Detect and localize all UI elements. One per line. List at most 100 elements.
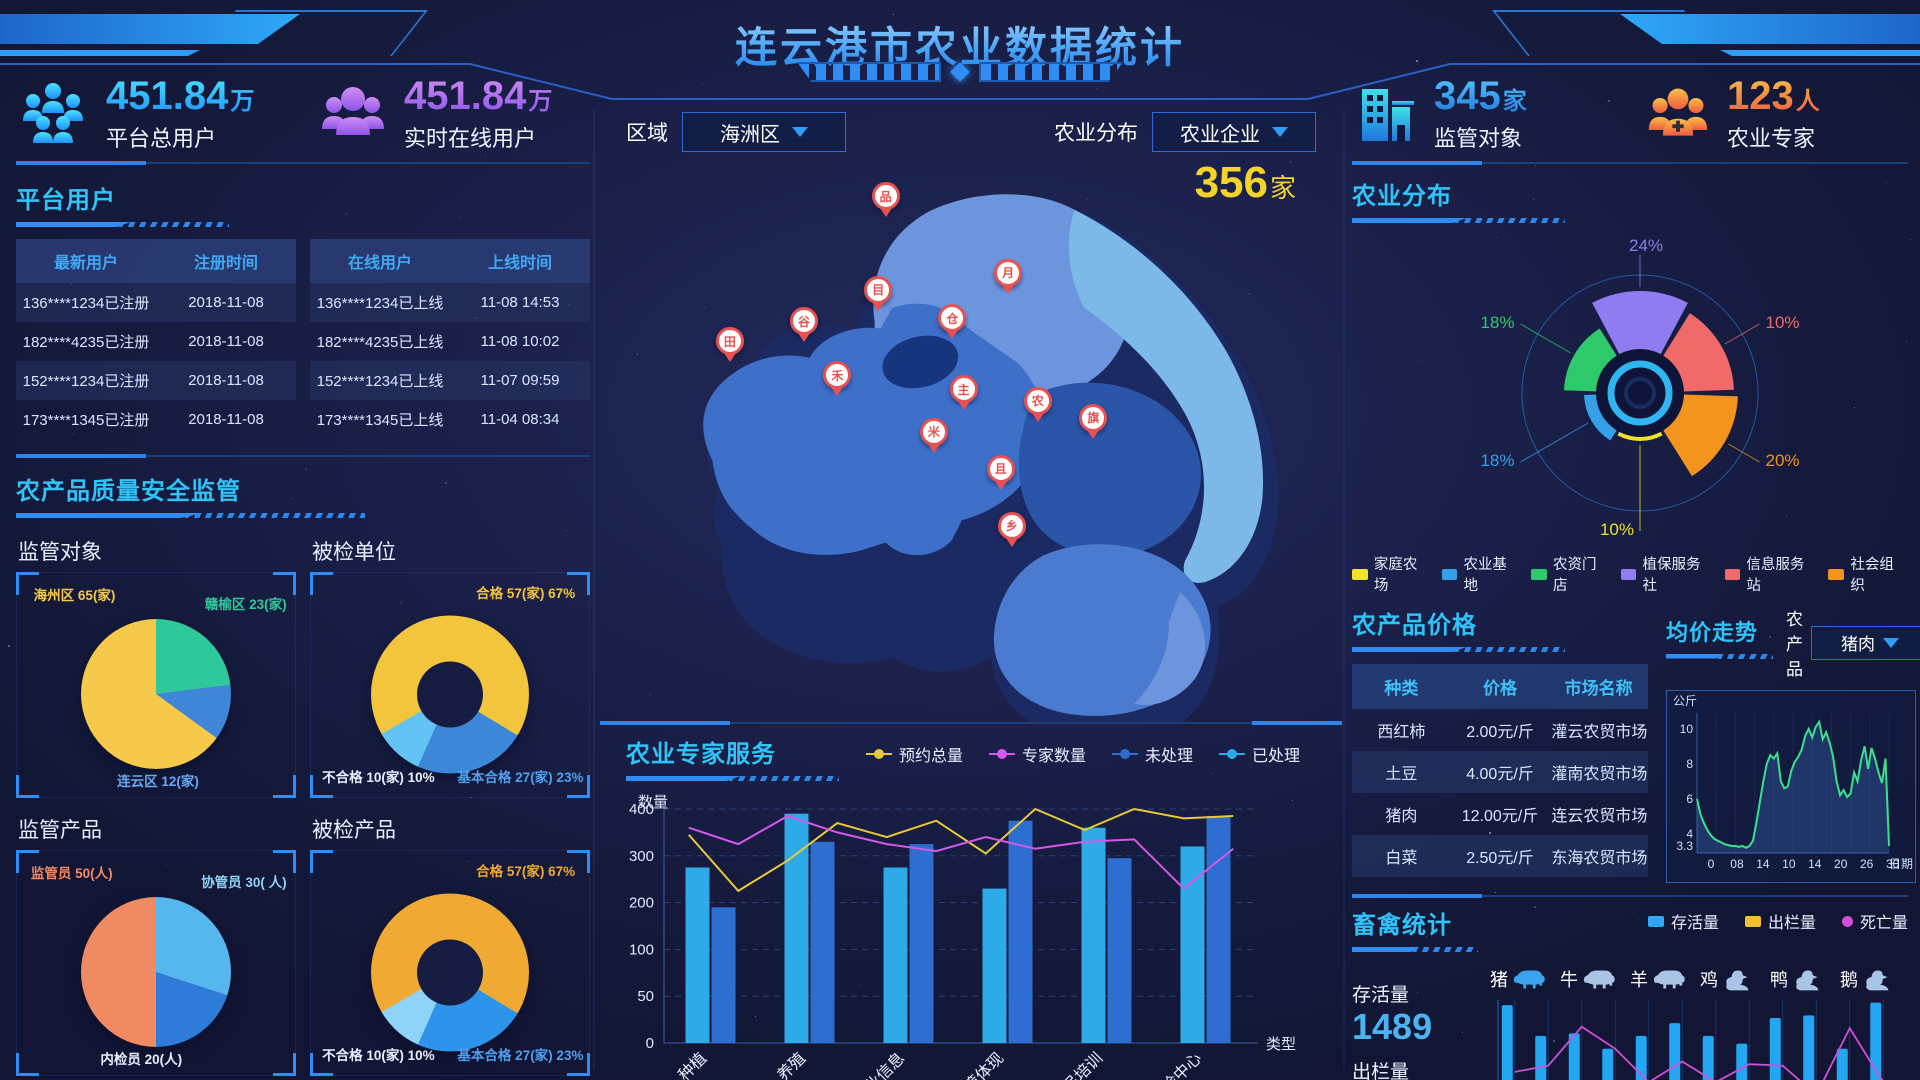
corner-bracket [273,1053,296,1076]
svg-text:农民培训: 农民培训 [1048,1049,1106,1080]
legend-item[interactable]: 出栏量 [1745,909,1816,933]
table-cell: 136****1234已上线 [310,283,450,322]
table-cell: 东海农贸市场 [1549,835,1648,877]
corner-bracket [310,572,333,595]
map-pin[interactable]: 目 [863,276,893,316]
chart-name: 被检单位 [312,536,590,566]
legend-item[interactable]: 已处理 [1219,742,1300,766]
user-tables: 最新用户 注册时间 136****1234已注册 2018-11-08 182****4… [16,239,590,439]
slice-label: 监管员 50(人) [31,862,113,882]
svg-text:18%: 18% [1480,451,1514,470]
section-underline [1666,652,1776,661]
animal-item-牛[interactable]: 牛 [1560,966,1616,992]
map-pin[interactable]: 主 [949,375,979,415]
map-pin[interactable]: 谷 [789,307,819,347]
legend-item[interactable]: 社会组织 [1828,553,1908,595]
svg-text:18%: 18% [1480,313,1514,332]
legend-label: 专家数量 [1022,742,1086,766]
corner-bracket [273,572,296,595]
legend-item[interactable]: 农业基地 [1442,553,1522,595]
donut-hole [417,661,483,727]
svg-text:日期: 日期 [1889,857,1913,871]
legend-item[interactable]: 死亡量 [1842,909,1908,933]
map-pin[interactable]: 乡 [997,512,1027,552]
map-pin[interactable]: 仓 [937,304,967,344]
legend-item[interactable]: 预约总量 [866,742,963,766]
svg-text:政策体现: 政策体现 [949,1049,1007,1080]
column-header: 上线时间 [450,239,590,283]
trend-section: 均价走势 农产品 猪肉 公斤 10 8 6 4 3.3 0 08 14 10 14 20 26 30 日期 [1666,605,1916,883]
svg-text:24%: 24% [1629,236,1663,255]
latest-user-row: 152****1234已注册 2018-11-08 [16,361,296,400]
legend-swatch [1745,916,1761,927]
animal-item-鸡[interactable]: 鸡 [1700,966,1756,992]
slice-label: 基本合格 27(家) 23% [457,766,583,786]
animal-item-猪[interactable]: 猪 [1490,966,1546,992]
map-pin[interactable]: 品 [871,182,901,222]
svg-text:10: 10 [1680,722,1694,736]
legend-marker [1112,753,1138,755]
table-cell: 11-08 14:53 [450,283,590,322]
legend-marker [1219,753,1245,755]
chevron-down-icon [1883,638,1899,648]
animal-item-鸭[interactable]: 鸭 [1770,966,1826,992]
table-cell: 白菜 [1352,835,1451,877]
column-header: 注册时间 [156,239,296,283]
map-pin[interactable]: 月 [993,259,1023,299]
legend-item[interactable]: 植保服务社 [1621,553,1715,595]
region-select[interactable]: 海洲区 [682,112,846,152]
legend-item[interactable]: 未处理 [1112,742,1193,766]
animal-item-羊[interactable]: 羊 [1630,966,1686,992]
supervision-chart-cell: 监管对象 海州区 65(家) 赣榆区 23(家) 连云区 12(家) [16,530,296,798]
map-pin[interactable]: 米 [919,418,949,458]
animal-selector-row: 猪 牛羊鸡鸭鹅 [1490,966,1908,992]
map-pin[interactable]: 禾 [822,361,852,401]
chevron-down-icon [1272,127,1288,137]
pin-glyph: 主 [950,375,978,403]
center-divider [600,722,1342,724]
pin-tail [1087,430,1099,439]
distribution-rose-chart: 24% 10% 20% 10% 18% 18% [1352,235,1908,553]
animal-label: 鹅 [1840,966,1858,992]
svg-text:养殖: 养殖 [774,1049,809,1080]
map-pin[interactable]: 农 [1023,387,1053,427]
pin-tail [946,330,958,339]
legend-item[interactable]: 存活量 [1648,909,1719,933]
table-cell: 土豆 [1352,751,1451,793]
animal-item-鹅[interactable]: 鹅 [1840,966,1896,992]
legend-item[interactable]: 信息服务站 [1725,553,1819,595]
legend-label: 预约总量 [899,742,963,766]
map-pin[interactable]: 田 [715,327,745,367]
price-and-trend-row: 农产品价格 种类 价格 市场名称 西红柿 2.00元/斤 灌云农贸市场 土豆 4.00元/斤灌… [1352,605,1908,883]
legend-swatch [1531,569,1547,580]
slice-label: 内检员 20(人) [100,1048,182,1068]
table-cell: 136****1234已注册 [16,283,156,322]
animal-icon-牛 [1582,966,1616,992]
map-regions [600,154,1342,722]
slice-label: 合格 57(家) 67% [476,582,575,602]
slice-label: 基本合格 27(家) 23% [457,1044,583,1064]
legend-swatch [1842,916,1853,927]
section-underline [626,774,846,783]
svg-text:200: 200 [629,895,654,912]
animal-label: 猪 [1490,966,1508,992]
distribution-select[interactable]: 农业企业 [1152,112,1316,152]
map-pin[interactable]: 且 [986,455,1016,495]
map-pin[interactable]: 旗 [1078,404,1108,444]
price-row: 白菜 2.50元/斤 东海农贸市场 [1352,835,1648,877]
pin-tail [1006,538,1018,547]
section-title-expert-service: 农业专家服务 [626,734,836,769]
pin-glyph: 旗 [1079,404,1107,432]
product-select[interactable]: 猪肉 [1811,626,1920,660]
svg-text:300: 300 [629,848,654,865]
title-decoration [0,62,1920,82]
column-header: 市场名称 [1549,664,1648,709]
legend-item[interactable]: 农资门店 [1531,553,1611,595]
chart-name: 监管产品 [18,814,296,844]
distribution-legend: 家庭农场 农业基地 农资门店 植保服务社 信息服务站 社会组织 [1352,553,1908,595]
city-map: 品月 目仓 谷田禾 主 农旗米且乡 [600,154,1342,722]
legend-item[interactable]: 家庭农场 [1352,553,1432,595]
legend-label: 存活量 [1671,909,1719,933]
left-panel: 451.84万 平台总用户 451.84万 实时在线用户 [16,66,590,1076]
legend-item[interactable]: 专家数量 [989,742,1086,766]
